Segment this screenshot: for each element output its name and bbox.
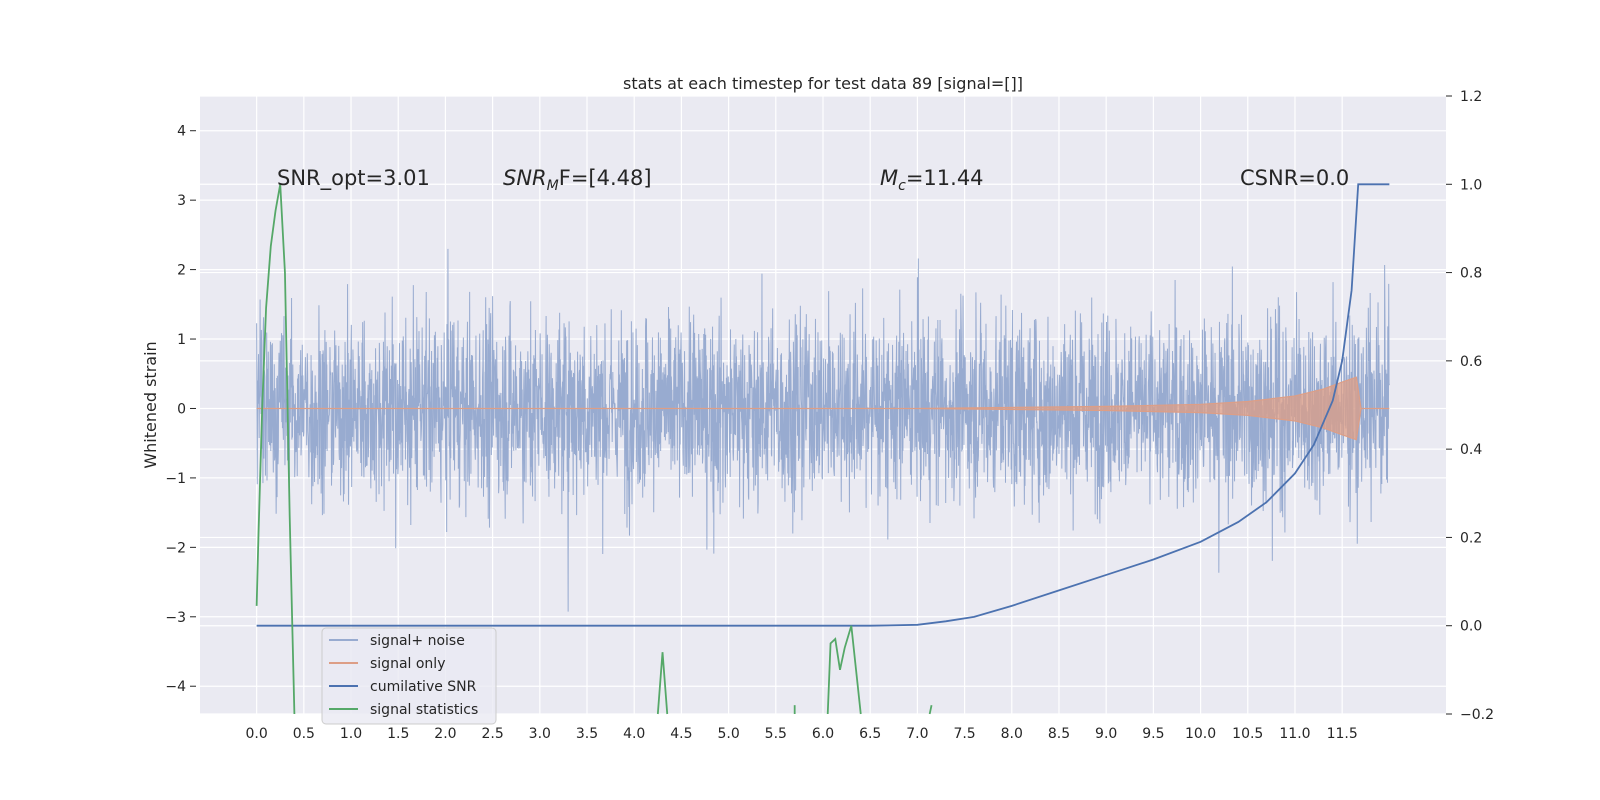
x-tick-label: 8.0	[1001, 726, 1023, 742]
y-tick-label: −3	[165, 610, 186, 626]
x-tick-label: 7.0	[906, 726, 928, 742]
series-signal-only	[256, 376, 1390, 441]
legend-label-signal-noise: signal+ noise	[370, 633, 465, 649]
annotation-mc-sub: c	[898, 178, 906, 194]
x-tick-label: 9.0	[1095, 726, 1117, 742]
annotation-snr-mf-base: SNR	[503, 166, 547, 190]
y-tick-label: 0	[177, 401, 186, 417]
x-tick-label: 3.0	[529, 726, 551, 742]
y-axis-label: Whitened strain	[141, 341, 160, 468]
signal-statistics-line	[255, 184, 296, 715]
y-tick-label: −1	[165, 471, 186, 487]
y-tick-label: 4	[177, 124, 186, 140]
chart-title: stats at each timestep for test data 89 …	[623, 74, 1023, 93]
x-tick-label: 1.0	[340, 726, 362, 742]
annotation-snr-mf: SNRMF=[4.48]	[503, 166, 652, 194]
annotation-snr-mf-sub: M	[547, 178, 559, 194]
y-tick-label: 3	[177, 193, 186, 209]
y-tick-label: −2	[165, 540, 186, 556]
legend-label-cumilative-snr: cumilative SNR	[370, 679, 477, 695]
x-tick-label: 4.5	[670, 726, 692, 742]
y-axis-ticks: 4 3 2 1 0 −1 −2 −3 −4	[165, 124, 196, 695]
y2-tick-label: 1.0	[1460, 177, 1482, 193]
x-tick-label: 1.5	[387, 726, 409, 742]
legend-label-signal-only: signal only	[370, 656, 445, 672]
x-tick-label: 0.0	[246, 726, 268, 742]
x-tick-label: 3.5	[576, 726, 598, 742]
series-signal-noise	[256, 248, 1390, 612]
cumilative-snr-line	[256, 183, 1390, 627]
x-tick-label: 2.5	[481, 726, 503, 742]
x-tick-label: 5.0	[717, 726, 739, 742]
x-tick-label: 6.0	[812, 726, 834, 742]
series-cumilative-snr	[256, 183, 1390, 627]
y2-tick-label: 0.4	[1460, 442, 1482, 458]
y2-tick-label: 0.8	[1460, 266, 1482, 282]
x-tick-label: 7.5	[953, 726, 975, 742]
y2-tick-label: −0.2	[1460, 707, 1494, 723]
legend: signal+ noise signal only cumilative SNR…	[321, 627, 497, 725]
x-tick-label: 5.5	[765, 726, 787, 742]
y-tick-label: 1	[177, 332, 186, 348]
x-tick-label: 10.0	[1185, 726, 1216, 742]
y2-tick-label: 1.2	[1460, 89, 1482, 105]
signal-noise-line	[256, 248, 1390, 612]
y2-tick-label: 0.2	[1460, 530, 1482, 546]
y-tick-label: 2	[177, 263, 186, 279]
y2-axis-ticks: 1.2 1.0 0.8 0.6 0.4 0.2 0.0 −0.2	[1446, 89, 1494, 723]
legend-box	[321, 627, 497, 725]
x-tick-label: 10.5	[1232, 726, 1263, 742]
y-tick-label: −4	[165, 679, 186, 695]
x-tick-label: 4.0	[623, 726, 645, 742]
annotation-snr-opt: SNR_opt=3.01	[277, 166, 430, 191]
x-tick-label: 8.5	[1048, 726, 1070, 742]
x-axis-ticks: 0.0 0.5 1.0 1.5 2.0 2.5 3.0 3.5 4.0 4.5 5.0 5.5 6.0 6…	[246, 726, 1358, 742]
signal-only-band	[256, 376, 1390, 441]
y2-tick-label: 0.6	[1460, 354, 1482, 370]
legend-label-signal-statistics: signal statistics	[370, 702, 478, 718]
annotation-mc: Mc=11.44	[880, 166, 984, 194]
x-tick-label: 2.0	[434, 726, 456, 742]
signal-statistics-line	[826, 625, 862, 715]
signal-statistics-line	[656, 652, 669, 715]
x-tick-label: 9.5	[1142, 726, 1164, 742]
annotation-mc-rest: =11.44	[906, 166, 984, 190]
x-tick-label: 11.5	[1327, 726, 1358, 742]
series-signal-statistics	[255, 184, 933, 715]
x-tick-label: 11.0	[1279, 726, 1310, 742]
signal-statistics-line	[928, 704, 933, 715]
x-tick-label: 6.5	[859, 726, 881, 742]
annotation-csnr: CSNR=0.0	[1240, 166, 1349, 190]
y2-tick-label: 0.0	[1460, 619, 1482, 635]
annotation-mc-base: M	[880, 166, 898, 190]
x-tick-label: 0.5	[293, 726, 315, 742]
annotation-snr-mf-rest: F=[4.48]	[559, 166, 652, 190]
